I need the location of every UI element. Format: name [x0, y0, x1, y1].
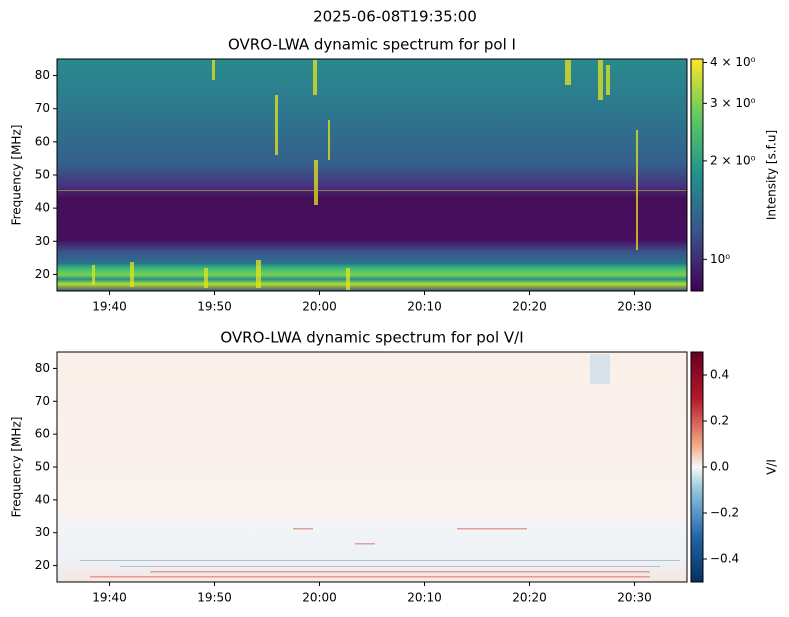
burst — [130, 262, 134, 287]
x-tick-label: 20:00 — [302, 300, 337, 314]
x-tick-label: 20:10 — [407, 300, 442, 314]
burst — [256, 260, 261, 288]
colorbar — [690, 351, 704, 583]
burst — [275, 95, 278, 155]
noise-line — [457, 528, 527, 530]
y-tick-label: 30 — [35, 525, 50, 539]
noise-line — [80, 560, 680, 561]
colorbar-tick-label: 10⁰ — [710, 252, 730, 266]
y-tick-label: 20 — [35, 267, 50, 281]
rfi-line — [57, 190, 687, 191]
burst — [590, 354, 610, 384]
burst — [328, 120, 330, 160]
noise-line — [355, 543, 375, 545]
y-tick-label: 50 — [35, 460, 50, 474]
x-tick-label: 19:40 — [92, 591, 127, 605]
burst — [204, 268, 208, 288]
burst — [598, 60, 603, 100]
y-tick-label: 30 — [35, 234, 50, 248]
burst — [212, 60, 215, 80]
noise-line — [90, 576, 650, 578]
x-tick-label: 20:00 — [302, 591, 337, 605]
noise-line — [150, 571, 650, 573]
heatmap-image — [57, 59, 687, 291]
noise-line — [120, 566, 660, 567]
burst — [346, 268, 350, 290]
colorbar-tick-label: 2 × 10⁰ — [710, 153, 756, 167]
colorbar-tick-label: 4 × 10⁰ — [710, 55, 756, 69]
noise-line — [293, 528, 313, 530]
colorbar-label: V/I — [765, 459, 779, 475]
colorbar-tick-label: −0.2 — [710, 506, 739, 520]
x-tick-label: 20:30 — [617, 300, 652, 314]
figure-title: 2025-06-08T19:35:00 — [313, 8, 477, 26]
x-tick-label: 19:40 — [92, 300, 127, 314]
y-tick-label: 80 — [35, 361, 50, 375]
colorbar — [690, 58, 704, 292]
axes-title: OVRO-LWA dynamic spectrum for pol V/I — [220, 329, 523, 347]
y-tick-label: 50 — [35, 168, 50, 182]
colorbar-tick-label: 0.0 — [710, 460, 729, 474]
y-axis-label: Frequency [MHz] — [10, 125, 24, 226]
colorbar-tick-label: −0.4 — [710, 552, 739, 566]
x-tick-label: 19:50 — [197, 591, 232, 605]
colorbar-tick-label: 3 × 10⁰ — [710, 96, 756, 110]
y-tick-label: 60 — [35, 427, 50, 441]
burst — [92, 265, 95, 285]
colorbar-tick-label: 0.4 — [710, 368, 729, 382]
x-tick-label: 20:20 — [512, 300, 547, 314]
x-tick-label: 20:30 — [617, 591, 652, 605]
y-tick-label: 70 — [35, 394, 50, 408]
burst — [606, 65, 610, 95]
heatmap-image — [57, 352, 687, 582]
y-tick-label: 40 — [35, 201, 50, 215]
y-tick-label: 20 — [35, 558, 50, 572]
colorbar-label: Intensity [s.f.u] — [765, 130, 779, 220]
burst — [314, 160, 318, 205]
colorbar-tick-label: 0.2 — [710, 414, 729, 428]
burst — [565, 60, 571, 85]
burst — [313, 60, 317, 95]
y-tick-label: 40 — [35, 492, 50, 506]
x-tick-label: 20:10 — [407, 591, 442, 605]
y-tick-label: 80 — [35, 68, 50, 82]
axes-title: OVRO-LWA dynamic spectrum for pol I — [228, 36, 516, 54]
x-tick-label: 19:50 — [197, 300, 232, 314]
y-axis-label: Frequency [MHz] — [10, 417, 24, 518]
y-tick-label: 70 — [35, 101, 50, 115]
x-tick-label: 20:20 — [512, 591, 547, 605]
y-tick-label: 60 — [35, 134, 50, 148]
